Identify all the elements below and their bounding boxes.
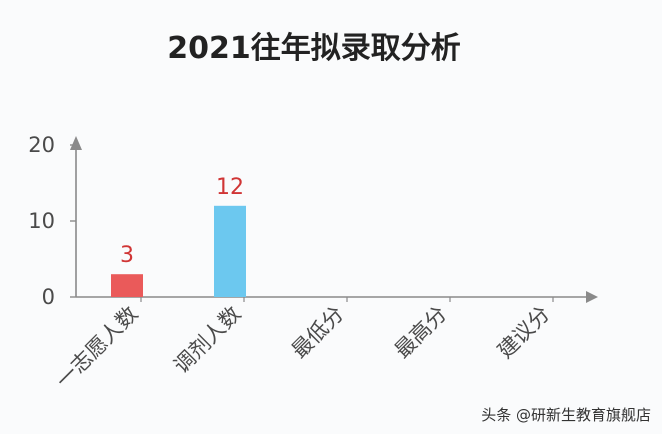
bar xyxy=(111,274,143,297)
category-label: 一志愿人数 xyxy=(51,302,142,393)
watermark-text: 头条 @研新生教育旗舰店 xyxy=(481,406,651,424)
data-label: 12 xyxy=(216,175,244,200)
category-label: 最高分 xyxy=(390,302,452,364)
category-labels: 一志愿人数 调剂人数 最低分 最高分 建议分 xyxy=(51,297,555,393)
chart-axes xyxy=(70,136,598,303)
data-label: 3 xyxy=(120,243,134,268)
bars xyxy=(111,205,246,297)
y-axis-arrow xyxy=(70,136,82,150)
chart-title: 2021往年拟录取分析 xyxy=(167,31,461,66)
y-tick-label: 0 xyxy=(42,285,55,309)
y-tick-label: 10 xyxy=(28,209,55,233)
x-axis-arrow xyxy=(586,291,598,303)
y-axis-ticks: 0 10 20 xyxy=(28,133,76,309)
bar xyxy=(214,205,246,297)
y-tick-label: 20 xyxy=(28,133,55,157)
category-label: 调剂人数 xyxy=(169,302,245,378)
category-label: 最低分 xyxy=(287,302,349,364)
category-label: 建议分 xyxy=(493,302,555,364)
data-labels: 3 12 xyxy=(120,175,244,268)
